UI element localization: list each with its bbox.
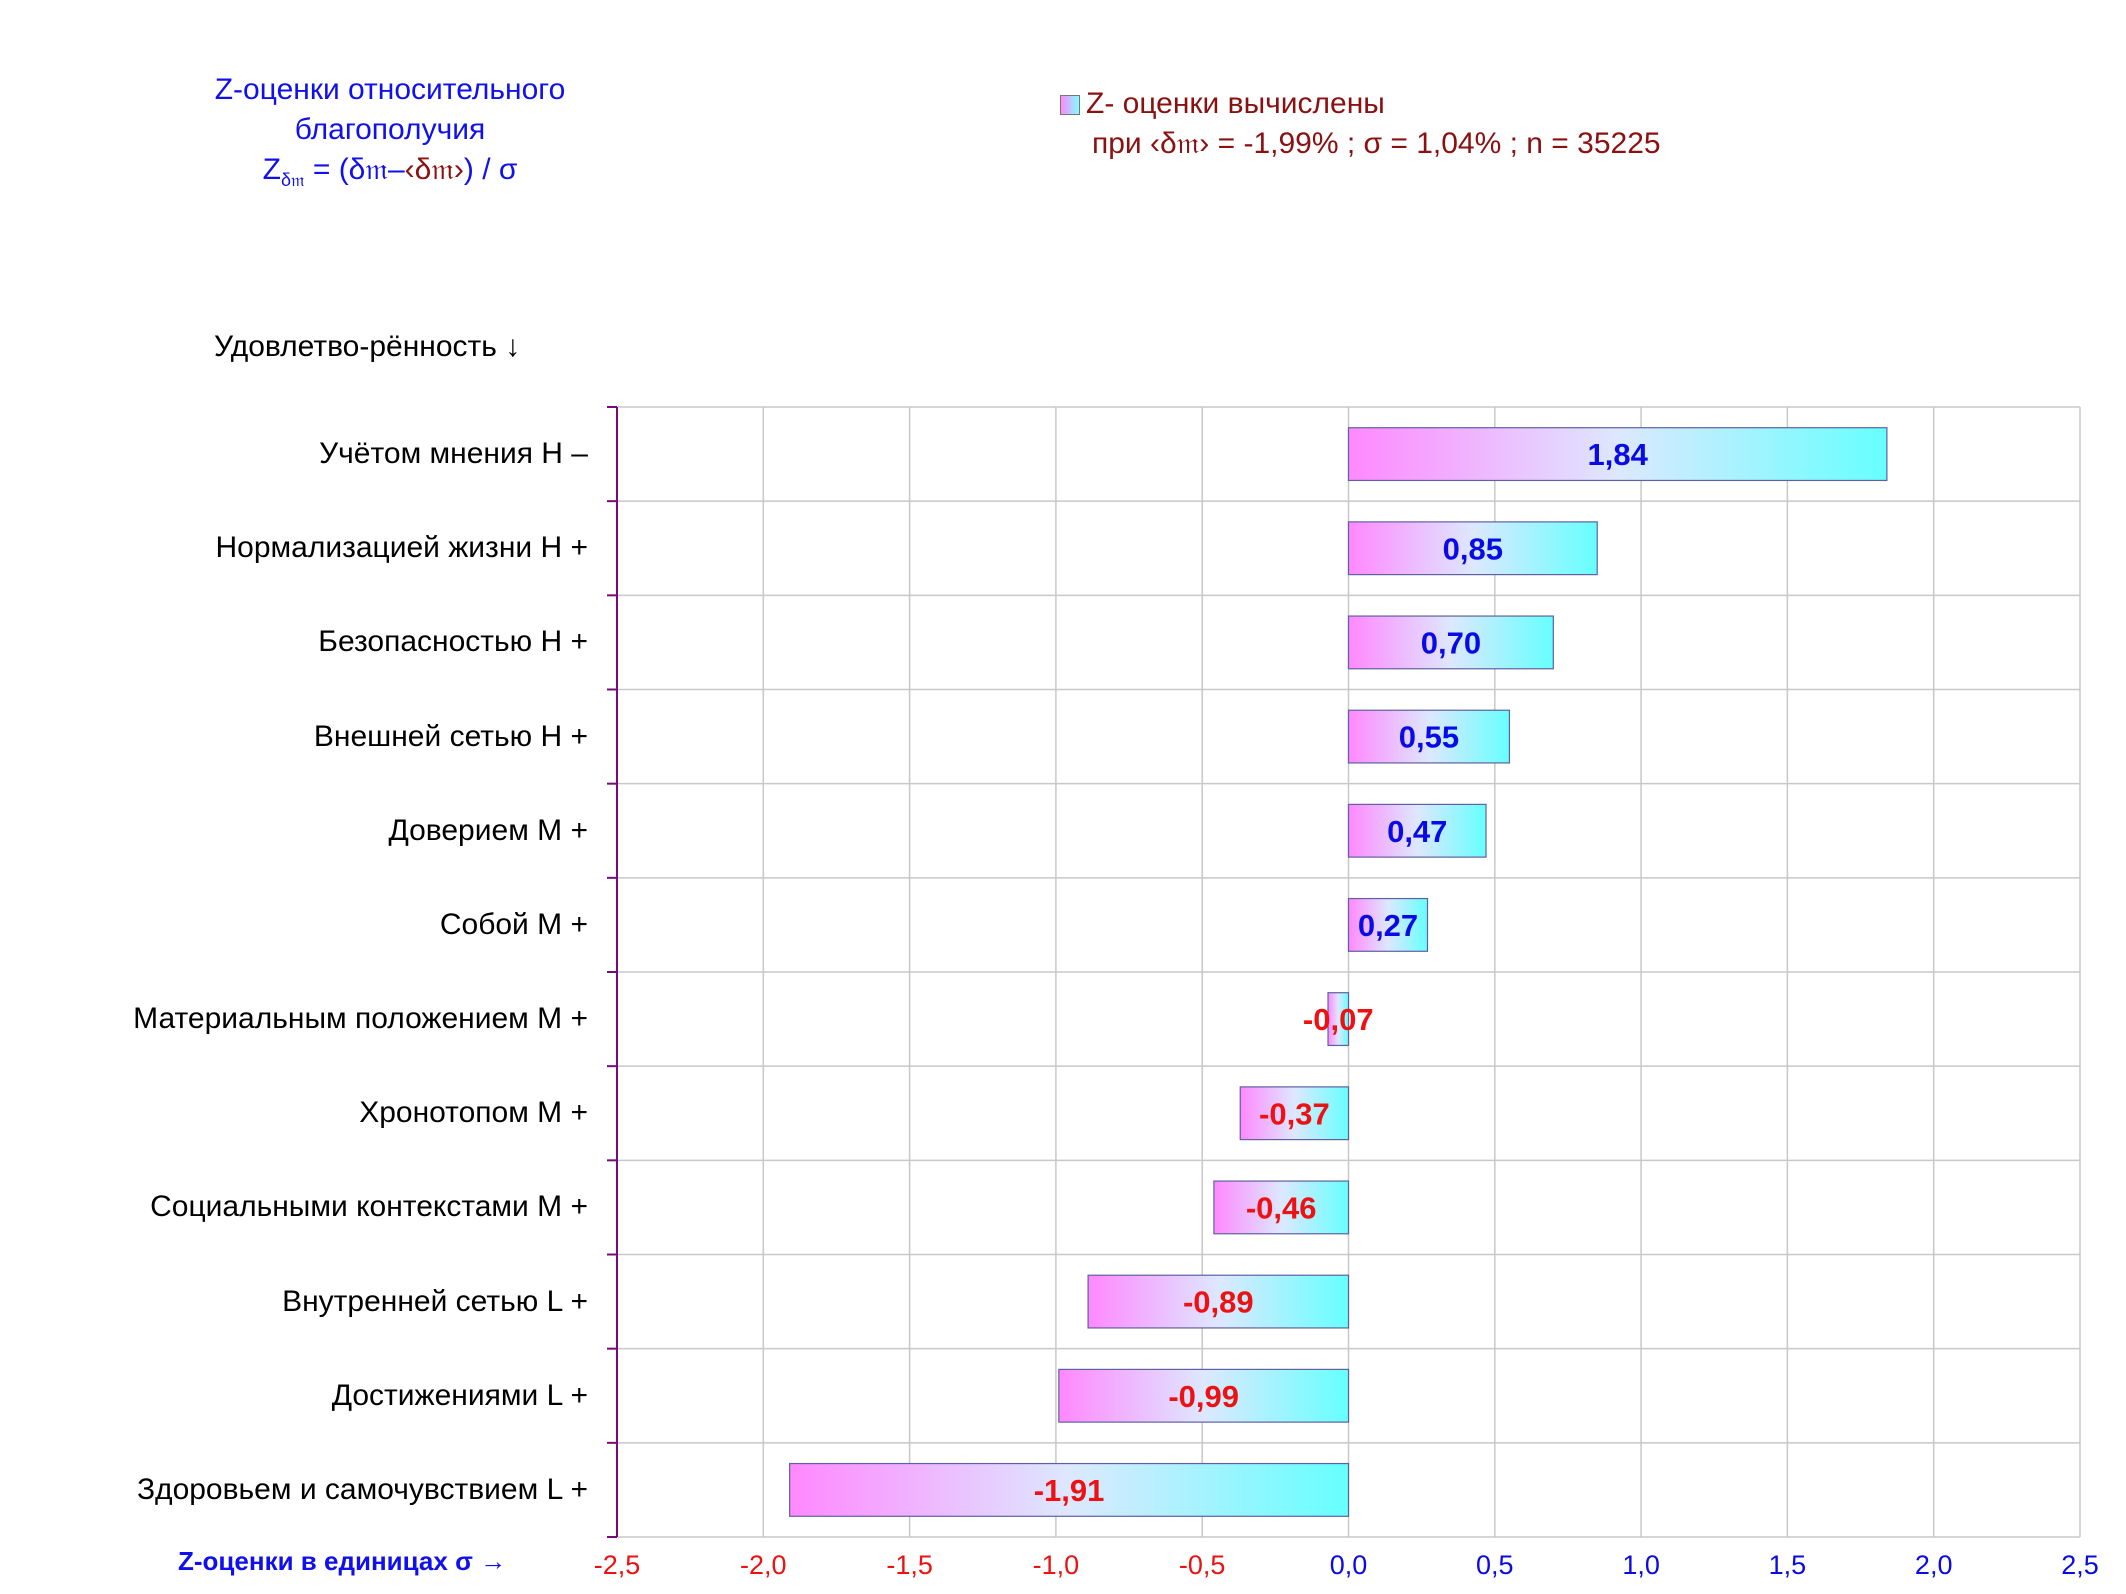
- x-tick-label: -0,5: [1179, 1550, 1226, 1580]
- x-tick-label: -2,5: [594, 1550, 641, 1580]
- bar-value-label: -0,37: [1259, 1096, 1330, 1131]
- bar-value-label: -0,46: [1246, 1190, 1317, 1225]
- x-tick-label: 1,0: [1622, 1550, 1660, 1580]
- bar: [1347, 427, 1888, 482]
- bar-value-label: 1,84: [1588, 437, 1649, 472]
- bar-value-label: 0,27: [1358, 908, 1418, 943]
- x-tick-label: 0,0: [1330, 1550, 1368, 1580]
- satisfaction-axis-label: Удовлетво-рённость ↓: [214, 330, 521, 363]
- formula-end: ) / σ: [463, 153, 518, 186]
- bar-value-label: -0,99: [1168, 1379, 1239, 1414]
- bar: [1213, 1180, 1350, 1235]
- formula-eq: = (δ𝔪–: [304, 153, 405, 186]
- bar: [1087, 1274, 1350, 1329]
- title-line-2: благополучия: [294, 113, 486, 146]
- x-tick-label: 2,0: [1915, 1550, 1953, 1580]
- bar: [1347, 897, 1429, 952]
- x-tick-label: 1,5: [1769, 1550, 1807, 1580]
- x-tick-label: 2,5: [2061, 1550, 2099, 1580]
- bar-value-label: -0,89: [1183, 1285, 1254, 1320]
- bar-value-label: 0,70: [1421, 625, 1481, 660]
- legend-swatch: [1060, 95, 1080, 115]
- formula-z: Z: [262, 153, 281, 186]
- bar-value-label: -0,07: [1303, 1002, 1374, 1037]
- category-label: Материальным положением М +: [133, 1002, 588, 1036]
- chart-title: Z-оценки относительного благополучия Zδ𝔪…: [140, 70, 640, 200]
- legend: Z- оценки вычислены при ‹δ𝔪› = -1,99% ; …: [1060, 84, 1661, 164]
- category-label: Безопасностью Н +: [318, 625, 588, 659]
- legend-line-2: при ‹δ𝔪› = -1,99% ; σ = 1,04% ; n = 3522…: [1092, 127, 1661, 160]
- bar: [1058, 1368, 1350, 1423]
- bar: [1347, 615, 1554, 670]
- category-label: Достижениями L +: [331, 1378, 588, 1412]
- x-tick-label: -1,0: [1033, 1550, 1080, 1580]
- title-formula: Zδ𝔪 = (δ𝔪–‹δ𝔪›) / σ: [140, 150, 640, 200]
- bar: [1347, 709, 1511, 764]
- category-label: Собой М +: [439, 907, 588, 941]
- formula-sub: δ𝔪: [280, 170, 305, 190]
- legend-line-1: Z- оценки вычислены: [1086, 87, 1385, 120]
- bar: [1239, 1086, 1350, 1141]
- bar-value-label: -1,91: [1034, 1473, 1105, 1508]
- bar: [789, 1462, 1350, 1517]
- bar: [1347, 803, 1487, 858]
- bar: [1327, 992, 1350, 1047]
- category-label: Социальными контекстами М +: [150, 1190, 588, 1224]
- x-tick-label: 0,5: [1476, 1550, 1514, 1580]
- legend-entry: Z- оценки вычислены: [1060, 84, 1661, 124]
- x-tick-label: -2,0: [740, 1550, 787, 1580]
- bar-value-label: 0,47: [1387, 814, 1447, 849]
- bar-value-label: 0,85: [1443, 531, 1503, 566]
- bar: [1347, 521, 1598, 576]
- category-label: Внешней сетью Н +: [313, 719, 588, 753]
- category-label: Учётом мнения Н –: [319, 437, 588, 471]
- x-tick-label: -1,5: [886, 1550, 933, 1580]
- category-label: Здоровьем и самочувствием L +: [136, 1472, 588, 1506]
- category-label: Хронотопом М +: [359, 1096, 588, 1130]
- category-label: Внутренней сетью L +: [282, 1284, 588, 1318]
- category-label: Нормализацией жизни Н +: [215, 531, 588, 565]
- category-label: Доверием М +: [388, 813, 588, 847]
- title-line-1: Z-оценки относительного: [214, 73, 566, 106]
- bar-value-label: 0,55: [1399, 720, 1459, 755]
- formula-mean: ‹δ𝔪›: [404, 153, 464, 186]
- x-axis-title: Z-оценки в единицах σ →: [178, 1546, 507, 1576]
